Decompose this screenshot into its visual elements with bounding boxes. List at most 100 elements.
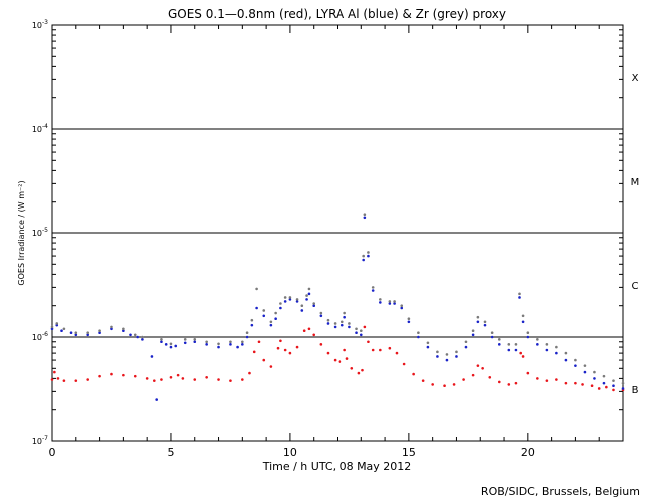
flare-class-label: C	[632, 281, 639, 292]
data-point	[169, 345, 173, 349]
data-point	[583, 364, 587, 367]
data-point	[363, 216, 367, 220]
series-lyra-al-proxy	[50, 216, 625, 401]
data-point	[605, 385, 608, 389]
x-tick-label: 15	[402, 446, 416, 459]
x-tick-label: 0	[49, 446, 56, 459]
data-point	[514, 348, 518, 352]
data-point	[183, 338, 187, 341]
data-point	[255, 287, 258, 291]
data-point	[388, 300, 392, 303]
data-point	[279, 339, 282, 343]
data-point	[283, 348, 287, 352]
data-point	[488, 375, 492, 379]
data-point	[371, 286, 375, 289]
data-point	[133, 333, 137, 337]
data-point	[583, 370, 587, 374]
data-point	[74, 379, 78, 383]
data-point	[363, 213, 367, 216]
data-point	[86, 331, 89, 335]
data-point	[507, 343, 511, 346]
data-point	[481, 367, 484, 370]
data-point	[245, 331, 249, 335]
data-point	[526, 335, 530, 339]
x-tick-label: 20	[521, 446, 535, 459]
data-point	[122, 373, 125, 377]
data-point	[476, 315, 480, 319]
data-point	[367, 251, 370, 254]
data-point	[74, 333, 78, 337]
data-point	[507, 348, 511, 352]
data-point	[402, 362, 406, 366]
data-point	[288, 296, 292, 299]
data-point	[193, 338, 197, 341]
data-point	[169, 342, 173, 346]
data-point	[340, 320, 344, 324]
data-point	[602, 374, 606, 378]
data-point	[241, 340, 244, 344]
data-point	[98, 374, 101, 378]
data-point	[169, 375, 173, 379]
data-point	[545, 343, 549, 346]
y-axis: 10-7 10-6 10-5 10-4 10-3	[32, 19, 623, 446]
data-point	[305, 298, 308, 301]
data-point	[497, 338, 501, 341]
series-lyra-zr-proxy	[50, 213, 625, 385]
data-point	[471, 329, 475, 332]
data-point	[333, 322, 337, 325]
data-point	[326, 322, 330, 325]
data-point	[252, 350, 256, 354]
data-point	[69, 331, 73, 335]
data-point	[545, 379, 549, 383]
data-point	[597, 387, 601, 390]
data-point	[564, 358, 568, 362]
data-point	[53, 370, 56, 374]
data-point	[276, 346, 280, 350]
data-point	[229, 340, 232, 344]
data-point	[110, 372, 113, 376]
data-point	[312, 304, 316, 307]
data-point	[312, 302, 316, 305]
data-point	[136, 335, 139, 339]
data-point	[426, 341, 430, 345]
data-point	[593, 370, 596, 374]
data-point	[160, 340, 163, 344]
data-point	[574, 358, 577, 362]
data-point	[50, 325, 54, 329]
data-point	[269, 323, 273, 327]
data-point	[426, 345, 430, 349]
data-point	[181, 377, 185, 380]
data-point	[464, 345, 468, 349]
data-point	[555, 351, 558, 355]
data-point	[436, 350, 439, 354]
data-point	[471, 373, 475, 377]
data-point	[86, 333, 89, 337]
data-point	[455, 355, 458, 358]
data-point	[86, 378, 89, 381]
data-point	[279, 302, 282, 305]
data-point	[62, 379, 66, 383]
data-point	[602, 381, 606, 385]
data-point	[295, 300, 299, 303]
data-point	[355, 331, 358, 335]
data-point	[612, 379, 615, 383]
data-point	[471, 333, 475, 337]
data-point	[388, 302, 392, 305]
flare-class-label: B	[632, 385, 639, 396]
data-point	[483, 323, 487, 327]
data-point	[312, 333, 316, 337]
data-point	[526, 371, 530, 375]
data-point	[183, 341, 187, 345]
data-point	[326, 318, 330, 322]
y-tick-label: 10-6	[32, 331, 48, 342]
data-point	[521, 314, 525, 318]
data-point	[367, 254, 370, 258]
y-tick-label: 10-7	[32, 435, 48, 446]
data-point	[536, 377, 539, 380]
data-point	[621, 387, 625, 390]
data-point	[393, 300, 396, 303]
data-point	[462, 378, 465, 381]
x-tick-label: 10	[283, 446, 297, 459]
data-point	[229, 379, 232, 383]
